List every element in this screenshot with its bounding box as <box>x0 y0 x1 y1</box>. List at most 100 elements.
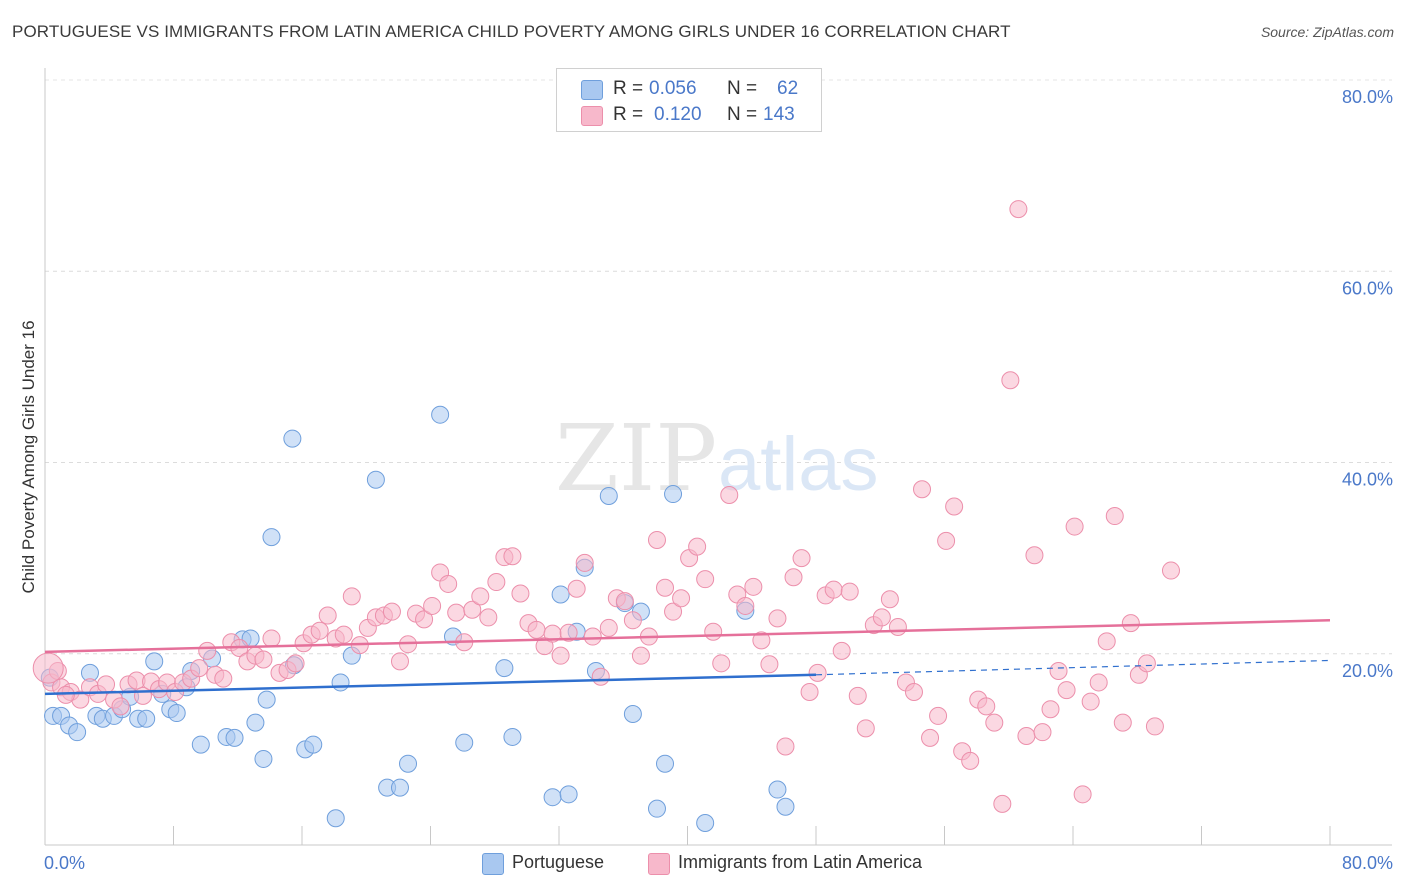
latin-america-point <box>286 654 305 673</box>
latin-america-point <box>712 654 731 673</box>
latin-america-point <box>415 610 434 629</box>
latin-america-point <box>390 652 409 671</box>
latin-america-point <box>32 652 64 684</box>
latin-america-point <box>1065 517 1084 536</box>
portuguese-point <box>776 797 795 816</box>
latin-america-point <box>439 574 458 593</box>
latin-america-point <box>744 577 763 596</box>
legend-n-label: N = <box>727 104 758 125</box>
x-tick-label: 0.0% <box>44 853 85 873</box>
portuguese-point <box>503 727 522 746</box>
latin-america-point <box>56 685 75 704</box>
portuguese-point <box>551 585 570 604</box>
latin-america-point <box>977 697 996 716</box>
latin-america-point <box>190 659 209 678</box>
portuguese-point <box>559 785 578 804</box>
chart-title: PORTUGUESE VS IMMIGRANTS FROM LATIN AMER… <box>12 22 1011 41</box>
latin-america-point <box>559 623 578 642</box>
latin-america-point <box>334 625 353 644</box>
latin-america-point <box>929 706 948 725</box>
portuguese-point <box>331 673 350 692</box>
portuguese-point <box>431 405 450 424</box>
y-tick-label: 60.0% <box>1342 278 1393 298</box>
latin-america-point <box>567 579 586 598</box>
portuguese-point <box>366 470 385 489</box>
legend-r-value: 0.056 <box>649 78 697 99</box>
data-points <box>32 200 1180 833</box>
watermark-zip: ZIP <box>555 405 717 512</box>
latin-america-point <box>1097 632 1116 651</box>
latin-america-point <box>599 618 618 637</box>
latin-america-point <box>808 663 827 682</box>
latin-america-point <box>254 650 273 669</box>
portuguese-point <box>191 735 210 754</box>
latin-america-point <box>1145 717 1164 736</box>
latin-america-point <box>423 596 442 615</box>
legend-row-portuguese: R = 0.056 N = 62 <box>581 77 811 101</box>
legend-swatch-portuguese <box>581 80 603 100</box>
latin-america-point <box>551 646 570 665</box>
latin-america-point <box>527 620 546 639</box>
latin-america-point <box>704 622 723 641</box>
latin-america-point <box>310 621 329 640</box>
portuguese-point <box>399 754 418 773</box>
latin-america-point <box>664 602 683 621</box>
latin-america-point <box>961 751 980 770</box>
latin-america-point <box>214 669 233 688</box>
latin-america-point <box>688 537 707 556</box>
latin-america-point <box>872 608 891 627</box>
latin-america-point <box>1073 785 1092 804</box>
latin-america-point <box>904 683 923 701</box>
latin-america-point <box>776 737 795 756</box>
portuguese-point <box>455 733 474 752</box>
latin-america-point <box>623 611 642 630</box>
portuguese-point <box>647 799 666 818</box>
portuguese-point <box>145 652 164 671</box>
bottom-legend-swatch-portuguese <box>482 853 504 875</box>
latin-america-point <box>696 570 715 589</box>
latin-america-point <box>752 631 771 650</box>
latin-america-point <box>1033 723 1052 742</box>
latin-america-point <box>583 627 602 646</box>
latin-america-point <box>382 602 401 621</box>
portuguese-point <box>167 704 186 723</box>
legend-n-value: 143 <box>763 104 795 125</box>
portuguese-point <box>304 735 323 754</box>
latin-america-point <box>736 596 755 615</box>
latin-america-point <box>647 530 666 549</box>
latin-america-point <box>672 589 691 608</box>
latin-america-point <box>848 686 867 705</box>
portuguese-point <box>390 778 409 797</box>
latin-america-point <box>1121 614 1140 633</box>
watermark: ZIP atlas <box>555 405 879 512</box>
latin-america-trend-line <box>44 619 1331 654</box>
portuguese-point <box>246 713 265 732</box>
latin-america-point <box>591 667 610 686</box>
latin-america-point <box>856 719 875 738</box>
latin-america-point <box>447 603 466 622</box>
watermark-atlas: atlas <box>718 422 879 507</box>
y-tick-label: 40.0% <box>1342 470 1393 490</box>
latin-america-point <box>342 587 361 606</box>
latin-america-point <box>1041 700 1060 719</box>
latin-america-point <box>511 584 530 603</box>
latin-america-point <box>913 480 932 499</box>
gridlines <box>45 79 1392 655</box>
tick-labels: 20.0% 40.0% 60.0% 80.0% 0.0% 80.0% <box>44 87 1393 873</box>
portuguese-point <box>664 485 683 504</box>
legend-row-latin-america: R = 0.120 N = 143 <box>581 103 811 127</box>
portuguese-point <box>262 528 281 547</box>
latin-america-point <box>471 587 490 606</box>
portuguese-point <box>257 690 276 709</box>
latin-america-point <box>800 683 819 701</box>
legend-r-label: R = <box>613 78 644 99</box>
latin-america-point <box>463 600 482 619</box>
latin-america-point <box>503 547 522 566</box>
latin-america-point <box>1017 726 1036 745</box>
portuguese-point <box>137 709 156 728</box>
legend-n-label: N = <box>727 78 758 99</box>
latin-america-point <box>1105 507 1124 526</box>
portuguese-trend-line <box>44 673 817 696</box>
portuguese-point <box>326 809 345 828</box>
